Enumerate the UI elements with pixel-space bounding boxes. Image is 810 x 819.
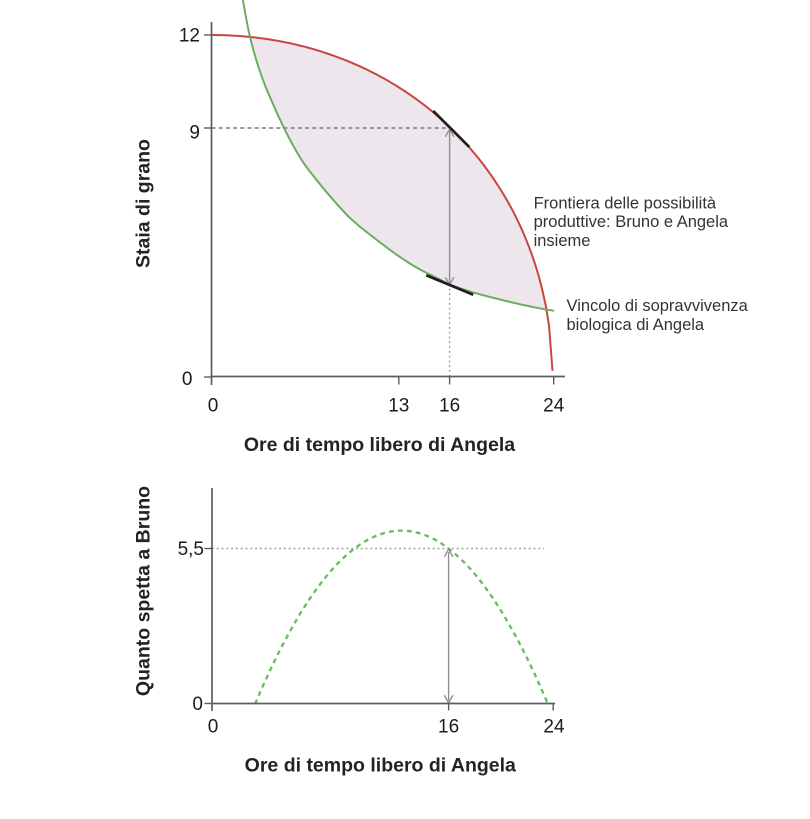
svg-text:produttive: Bruno e Angela: produttive: Bruno e Angela [534,213,729,231]
svg-text:0: 0 [192,694,203,715]
svg-text:Ore di tempo libero di Angela: Ore di tempo libero di Angela [245,755,516,777]
svg-text:biologica di Angela: biologica di Angela [567,316,705,334]
svg-text:Frontiera delle possibilità: Frontiera delle possibilità [534,195,717,213]
svg-text:13: 13 [388,396,409,417]
svg-text:16: 16 [438,717,459,738]
svg-text:5,5: 5,5 [178,539,204,560]
svg-text:0: 0 [208,717,219,738]
svg-text:24: 24 [543,717,565,738]
svg-text:9: 9 [189,123,200,144]
svg-text:0: 0 [182,369,193,390]
svg-text:Ore di tempo libero di Angela: Ore di tempo libero di Angela [244,434,515,456]
svg-text:12: 12 [179,26,200,47]
svg-text:Staia di grano: Staia di grano [133,139,155,268]
svg-text:24: 24 [543,396,565,417]
svg-text:16: 16 [439,396,460,417]
svg-text:Vincolo di sopravvivenza: Vincolo di sopravvivenza [567,297,749,315]
svg-text:Quanto spetta a Bruno: Quanto spetta a Bruno [133,486,155,696]
svg-text:insieme: insieme [534,232,591,250]
svg-text:0: 0 [208,396,219,417]
